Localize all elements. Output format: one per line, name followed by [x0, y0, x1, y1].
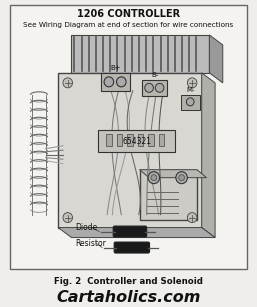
Bar — [142, 80, 167, 96]
Bar — [71, 35, 209, 73]
Circle shape — [176, 172, 187, 184]
Bar — [106, 134, 112, 146]
Bar — [148, 134, 154, 146]
Circle shape — [148, 172, 160, 184]
Bar — [137, 134, 143, 146]
Circle shape — [63, 213, 72, 223]
Bar — [159, 134, 164, 146]
Polygon shape — [58, 227, 215, 238]
FancyBboxPatch shape — [113, 226, 147, 237]
Text: Fig. 2  Controller and Solenoid: Fig. 2 Controller and Solenoid — [54, 277, 203, 286]
Text: Diode: Diode — [75, 223, 98, 232]
Polygon shape — [209, 35, 223, 83]
Bar — [10, 5, 247, 270]
Text: Cartaholics.com: Cartaholics.com — [56, 290, 201, 305]
Text: 654321: 654321 — [122, 137, 151, 146]
Circle shape — [63, 78, 72, 88]
Polygon shape — [202, 73, 215, 238]
Bar — [58, 73, 202, 227]
Circle shape — [145, 83, 153, 92]
FancyBboxPatch shape — [114, 242, 150, 253]
Circle shape — [151, 175, 157, 181]
Text: See Wiring Diagram at end of section for wire connections: See Wiring Diagram at end of section for… — [23, 22, 234, 28]
Circle shape — [187, 213, 197, 223]
Circle shape — [155, 83, 164, 92]
Bar — [140, 170, 197, 220]
Text: 1206 CONTROLLER: 1206 CONTROLLER — [77, 9, 180, 19]
Bar — [181, 95, 200, 110]
Text: M-: M- — [186, 87, 195, 93]
Text: Resistor: Resistor — [75, 239, 106, 248]
Bar — [116, 134, 122, 146]
Circle shape — [186, 98, 194, 106]
Polygon shape — [140, 170, 206, 178]
Circle shape — [187, 78, 197, 88]
Circle shape — [104, 77, 114, 87]
Text: B+: B+ — [110, 65, 121, 71]
Text: B-: B- — [151, 72, 158, 78]
Bar — [127, 134, 133, 146]
Bar — [101, 73, 130, 91]
Circle shape — [116, 77, 126, 87]
Bar — [98, 130, 175, 152]
Circle shape — [179, 175, 185, 181]
